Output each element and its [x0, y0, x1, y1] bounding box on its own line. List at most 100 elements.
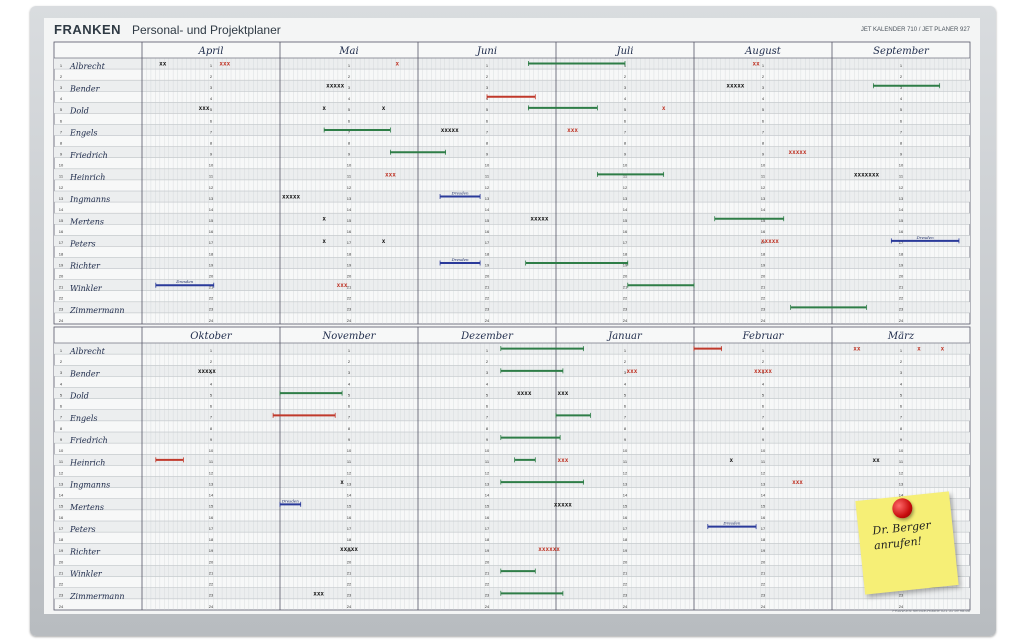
row-band [54, 146, 970, 158]
row-number: 18 [59, 537, 64, 542]
month-row-number: 12 [899, 185, 904, 190]
month-row-number: 15 [347, 218, 352, 223]
planner-mark: xxx [792, 479, 803, 486]
month-row-number: 10 [209, 163, 214, 168]
month-row-number: 14 [485, 493, 490, 498]
brand-logo: FRANKEN [54, 22, 122, 37]
month-row-number: 7 [348, 129, 351, 134]
row-band [54, 191, 970, 203]
row-number: 22 [59, 296, 64, 301]
month-row-number: 20 [485, 273, 490, 278]
month-row-number: 17 [623, 526, 628, 531]
row-number: 3 [60, 370, 63, 375]
month-row-number: 2 [486, 74, 489, 79]
month-row-number: 12 [485, 185, 490, 190]
person-name: Bender [69, 84, 101, 93]
month-row-number: 1 [762, 63, 765, 68]
row-band [54, 387, 970, 399]
month-row-number: 10 [899, 448, 904, 453]
row-number: 22 [59, 582, 64, 587]
row-number: 19 [59, 262, 64, 267]
month-row-number: 11 [209, 174, 214, 179]
month-row-number: 9 [348, 152, 351, 157]
row-number: 24 [59, 318, 64, 323]
month-row-number: 2 [624, 74, 627, 79]
month-row-number: 15 [899, 218, 904, 223]
row-band [54, 58, 970, 70]
planner-mark: xxx [199, 105, 210, 112]
planner-mark: xxxxx [761, 238, 779, 245]
month-row-number: 16 [623, 515, 628, 520]
person-name: Zimmermann [69, 592, 125, 601]
month-row-number: 18 [485, 251, 490, 256]
planner-mark: xxx [313, 590, 324, 597]
month-row-number: 9 [486, 152, 489, 157]
month-row-number: 5 [762, 392, 765, 397]
person-name: Zimmermann [69, 306, 125, 315]
row-number: 14 [59, 207, 64, 212]
planner-mark: x [729, 457, 733, 464]
month-row-number: 18 [761, 537, 766, 542]
month-row-number: 6 [210, 404, 213, 409]
month-row-number: 7 [210, 415, 213, 420]
planner-mark: xxxxx [754, 368, 772, 375]
month-row-number: 14 [209, 493, 214, 498]
month-name: Juni [475, 46, 497, 57]
person-name: Ingmanns [69, 481, 110, 490]
month-name: Juli [615, 46, 634, 57]
month-row-number: 13 [347, 481, 352, 486]
planner-mark: xxxxx [326, 83, 344, 90]
row-number: 8 [60, 426, 63, 431]
person-name: Dold [69, 106, 89, 115]
month-row-number: 2 [762, 359, 765, 364]
month-row-number: 8 [900, 140, 903, 145]
month-row-number: 2 [762, 74, 765, 79]
month-row-number: 4 [624, 96, 627, 101]
month-row-number: 23 [485, 593, 490, 598]
row-number: 20 [59, 273, 64, 278]
push-pin-icon[interactable] [891, 497, 914, 520]
month-row-number: 18 [761, 251, 766, 256]
month-row-number: 13 [623, 196, 628, 201]
month-row-number: 9 [762, 437, 765, 442]
row-number: 13 [59, 196, 64, 201]
month-row-number: 3 [486, 85, 489, 90]
month-row-number: 23 [623, 307, 628, 312]
month-row-number: 20 [347, 273, 352, 278]
sticky-note[interactable]: Dr. Berger anrufen! [855, 491, 959, 595]
month-row-number: 21 [209, 570, 214, 575]
row-band [54, 279, 970, 291]
month-row-number: 1 [900, 63, 903, 68]
month-row-number: 24 [209, 318, 214, 323]
month-row-number: 22 [899, 296, 904, 301]
month-row-number: 1 [486, 348, 489, 353]
person-name: Richter [69, 547, 101, 556]
month-row-number: 5 [624, 392, 627, 397]
month-row-number: 7 [486, 415, 489, 420]
planner-bar-label: Dresden [281, 498, 299, 503]
month-row-number: 20 [761, 273, 766, 278]
month-row-number: 1 [900, 348, 903, 353]
row-number: 7 [60, 129, 63, 134]
month-row-number: 17 [209, 526, 214, 531]
row-band [54, 213, 970, 225]
month-row-number: 15 [761, 218, 766, 223]
row-band [54, 168, 970, 180]
month-row-number: 6 [486, 404, 489, 409]
month-row-number: 12 [761, 470, 766, 475]
month-row-number: 19 [347, 262, 352, 267]
month-row-number: 19 [761, 262, 766, 267]
row-band [54, 235, 970, 247]
row-number: 3 [60, 85, 63, 90]
month-row-number: 4 [624, 381, 627, 386]
month-row-number: 8 [762, 140, 765, 145]
month-row-number: 9 [900, 152, 903, 157]
month-row-number: 11 [623, 174, 628, 179]
product-info: JET KALENDER 710 / JET PLANER 927 [860, 27, 970, 33]
planner-mark: xxx [337, 282, 348, 289]
planner-mark: xxx [626, 368, 637, 375]
row-number: 23 [59, 593, 64, 598]
month-row-number: 13 [761, 196, 766, 201]
month-row-number: 20 [899, 273, 904, 278]
month-row-number: 5 [624, 107, 627, 112]
